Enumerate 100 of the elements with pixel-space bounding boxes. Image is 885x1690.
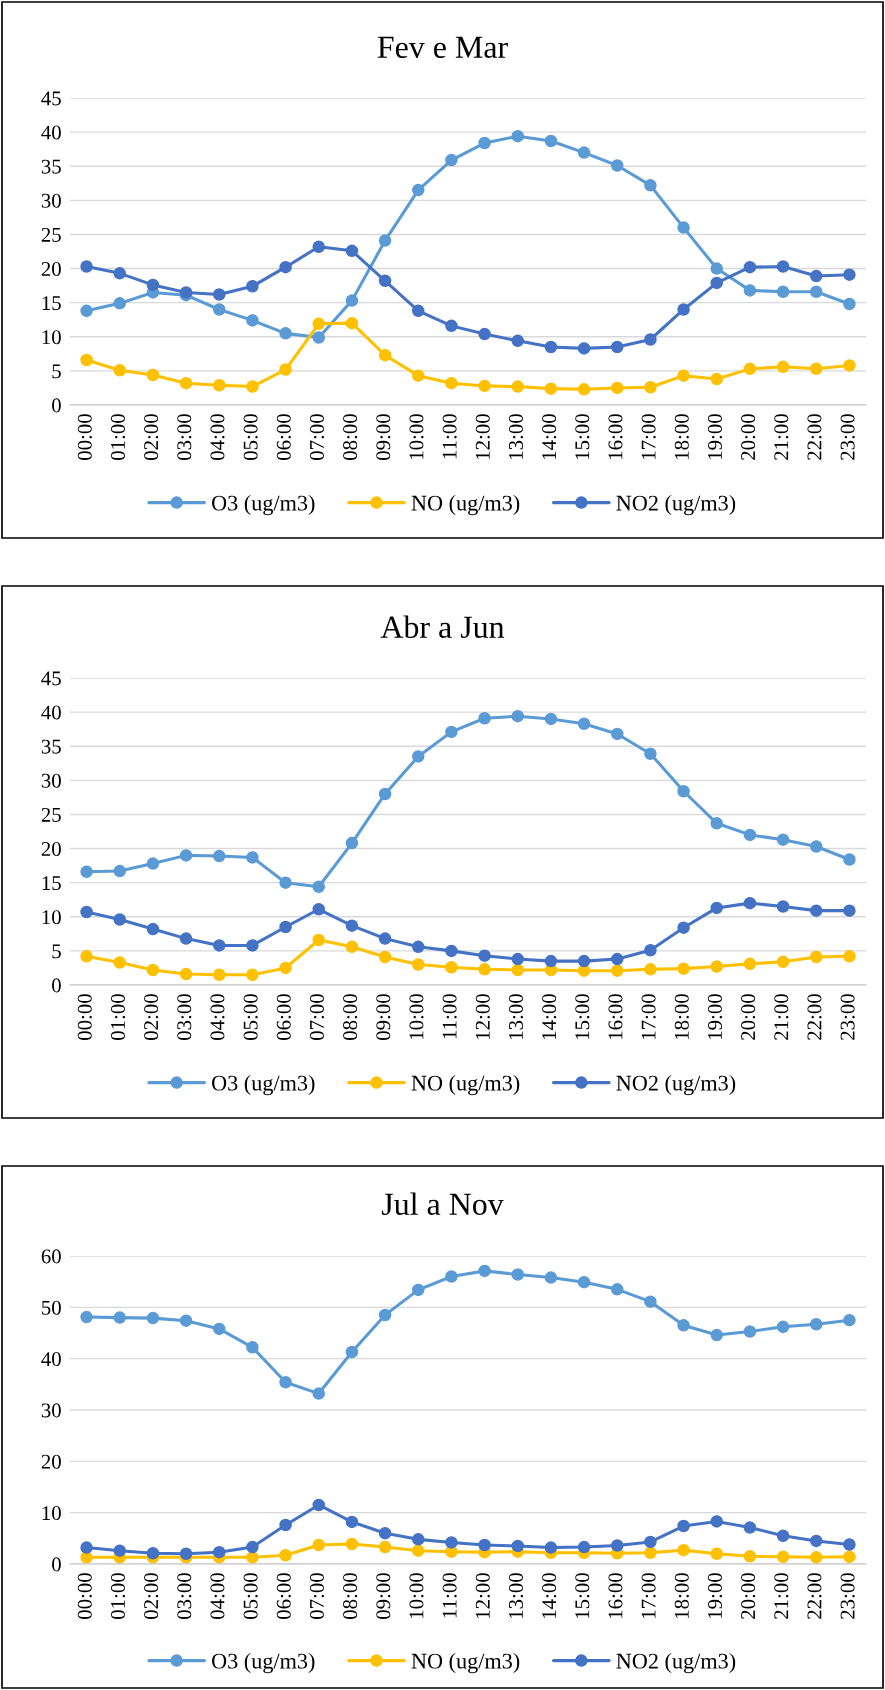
x-tick-label: 15:00 xyxy=(575,414,590,459)
x-tick-label: 16:00 xyxy=(608,1573,623,1618)
point xyxy=(345,294,359,307)
point xyxy=(511,1268,525,1281)
legend-label: NO2 (ug/m3) xyxy=(616,494,736,516)
x-tick-label: 08:00 xyxy=(343,1573,358,1619)
x-tick-label: 16:00 xyxy=(608,414,623,459)
point xyxy=(677,921,690,934)
y-tick-label: 45 xyxy=(41,671,61,686)
point xyxy=(212,378,226,392)
point xyxy=(511,129,525,143)
point xyxy=(179,967,193,981)
point xyxy=(677,1319,690,1332)
point xyxy=(577,146,591,159)
point xyxy=(378,274,392,288)
point xyxy=(577,1275,591,1289)
point xyxy=(809,1534,823,1548)
point xyxy=(445,153,458,167)
point xyxy=(279,961,292,975)
point xyxy=(511,380,525,393)
point xyxy=(710,1515,724,1528)
point xyxy=(776,833,790,846)
legend-label: NO (ug/m3) xyxy=(411,494,520,516)
x-tick-label: 02:00 xyxy=(144,414,159,460)
point xyxy=(809,904,823,917)
point xyxy=(843,950,856,963)
x-tick-label: 02:00 xyxy=(144,1573,159,1619)
y-tick-label: 45 xyxy=(41,91,61,106)
point xyxy=(113,913,127,926)
point xyxy=(677,962,690,975)
point xyxy=(345,316,359,330)
x-tick-label: 04:00 xyxy=(210,414,225,460)
point xyxy=(80,865,93,879)
x-tick-label: 05:00 xyxy=(243,994,258,1040)
point xyxy=(809,1551,823,1564)
point xyxy=(843,1538,856,1551)
point xyxy=(80,304,93,318)
point xyxy=(776,900,790,913)
x-tick-label: 09:00 xyxy=(376,1573,391,1619)
point xyxy=(544,382,558,395)
point xyxy=(246,851,259,864)
point xyxy=(478,1538,491,1552)
point xyxy=(113,1311,127,1324)
x-tick-label: 09:00 xyxy=(376,414,391,460)
x-tick-label: 15:00 xyxy=(575,1573,590,1618)
x-tick-label: 21:00 xyxy=(774,414,789,460)
point xyxy=(677,303,690,316)
point xyxy=(776,260,790,273)
x-tick-label: 11:00 xyxy=(442,1573,457,1618)
x-tick-label: 17:00 xyxy=(641,414,656,459)
point xyxy=(113,267,127,280)
y-tick-label: 20 xyxy=(41,841,61,856)
x-tick-label: 03:00 xyxy=(177,1573,192,1619)
x-tick-label: 13:00 xyxy=(508,414,524,459)
point xyxy=(113,864,127,878)
point xyxy=(212,1322,226,1336)
y-tick-label: 0 xyxy=(52,978,61,993)
x-tick-label: 20:00 xyxy=(741,1573,756,1619)
point xyxy=(378,234,392,247)
x-tick-label: 18:00 xyxy=(674,994,689,1039)
point xyxy=(146,963,160,977)
point xyxy=(809,285,823,299)
chart-title: Fev e Mar xyxy=(377,36,508,58)
x-tick-label: 10:00 xyxy=(409,1573,424,1618)
y-tick-label: 60 xyxy=(41,1249,61,1264)
point xyxy=(312,933,326,947)
point xyxy=(743,1550,757,1563)
point xyxy=(610,1539,624,1552)
x-tick-label: 01:00 xyxy=(110,1573,126,1619)
point xyxy=(378,787,392,801)
point xyxy=(312,317,326,331)
point xyxy=(677,1543,690,1557)
point xyxy=(279,327,292,340)
x-tick-label: 05:00 xyxy=(243,1573,258,1619)
y-tick-label: 5 xyxy=(52,944,61,959)
point xyxy=(776,1529,790,1543)
point xyxy=(809,269,823,283)
point xyxy=(378,932,392,945)
y-tick-label: 40 xyxy=(41,1352,61,1367)
point xyxy=(677,221,690,234)
x-tick-label: 10:00 xyxy=(409,994,424,1039)
point xyxy=(411,183,425,197)
point xyxy=(345,1515,359,1529)
point xyxy=(677,369,690,382)
y-tick-label: 20 xyxy=(41,1454,61,1469)
y-tick-label: 50 xyxy=(42,1300,61,1315)
point xyxy=(843,853,856,866)
y-tick-label: 30 xyxy=(41,773,61,788)
point xyxy=(478,1264,491,1278)
point xyxy=(743,896,757,910)
y-tick-label: 30 xyxy=(41,1403,61,1418)
point xyxy=(610,964,624,977)
point xyxy=(710,960,724,973)
point xyxy=(345,1537,359,1551)
x-tick-label: 13:00 xyxy=(508,994,524,1039)
point xyxy=(345,836,359,850)
point xyxy=(610,381,624,395)
point xyxy=(710,817,724,830)
point xyxy=(445,376,458,390)
point xyxy=(644,1295,657,1308)
